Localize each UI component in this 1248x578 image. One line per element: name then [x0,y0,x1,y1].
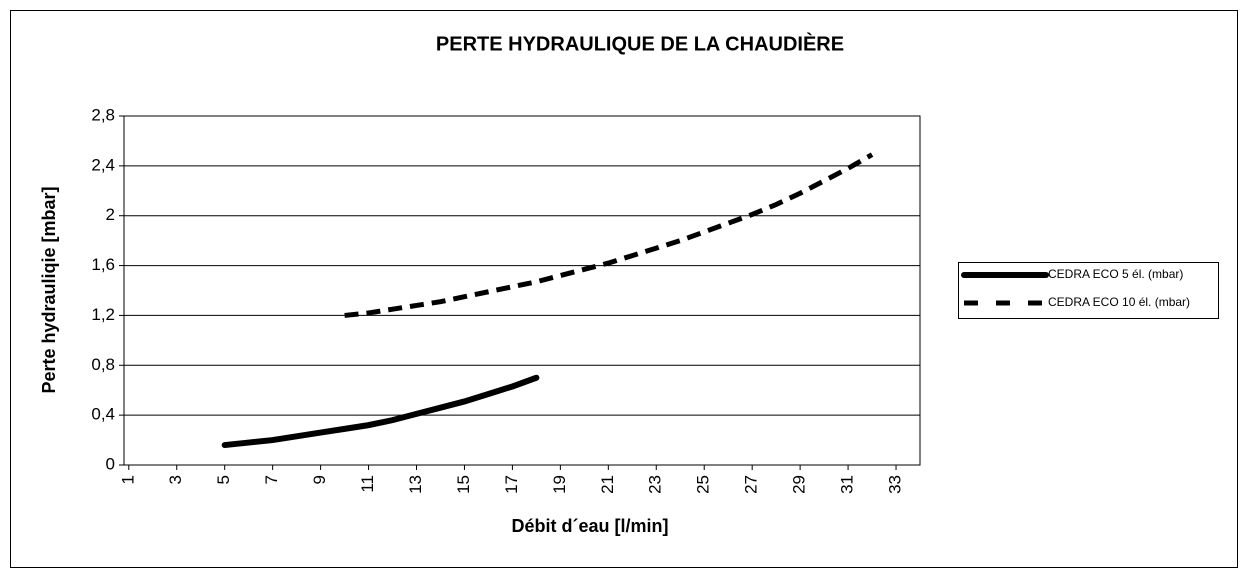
y-tick-label: 2 [106,205,115,224]
x-tick-label: 5 [214,475,233,484]
y-tick-label: 0,8 [91,355,115,374]
x-tick-label: 15 [454,475,473,494]
x-tick-label: 19 [550,475,569,494]
y-tick-label: 0 [106,454,115,473]
x-tick-label: 17 [502,475,521,494]
x-tick-label: 25 [694,475,713,494]
y-tick-label: 2,8 [91,105,115,124]
legend-label: CEDRA ECO 10 él. (mbar) [1048,295,1190,309]
x-tick-label: 27 [742,475,761,494]
y-tick-label: 2,4 [91,155,115,174]
legend-label: CEDRA ECO 5 él. (mbar) [1048,267,1183,281]
y-tick-label: 0,4 [91,405,115,424]
legend [958,262,1219,319]
x-tick-label: 13 [406,475,425,494]
x-tick-label: 21 [598,475,617,494]
x-tick-label: 1 [118,475,137,484]
chart-title: PERTE HYDRAULIQUE DE LA CHAUDIÈRE [436,32,844,55]
x-tick-label: 7 [262,475,281,484]
x-tick-label: 3 [166,475,185,484]
x-tick-label: 23 [646,475,665,494]
x-axis-label: Débit d´eau [l/min] [512,516,669,536]
y-axis-label: Perte hydrauliqie [mbar] [39,186,59,393]
x-tick-label: 9 [310,475,329,484]
y-tick-label: 1,6 [91,255,115,274]
x-tick-label: 33 [886,475,905,494]
data-line [221,374,540,449]
y-tick-label: 1,2 [91,305,115,324]
x-tick-label: 11 [358,475,377,493]
plot-area [123,115,921,466]
x-tick-label: 29 [790,475,809,494]
x-tick-label: 31 [838,475,857,494]
data-line [344,152,874,318]
